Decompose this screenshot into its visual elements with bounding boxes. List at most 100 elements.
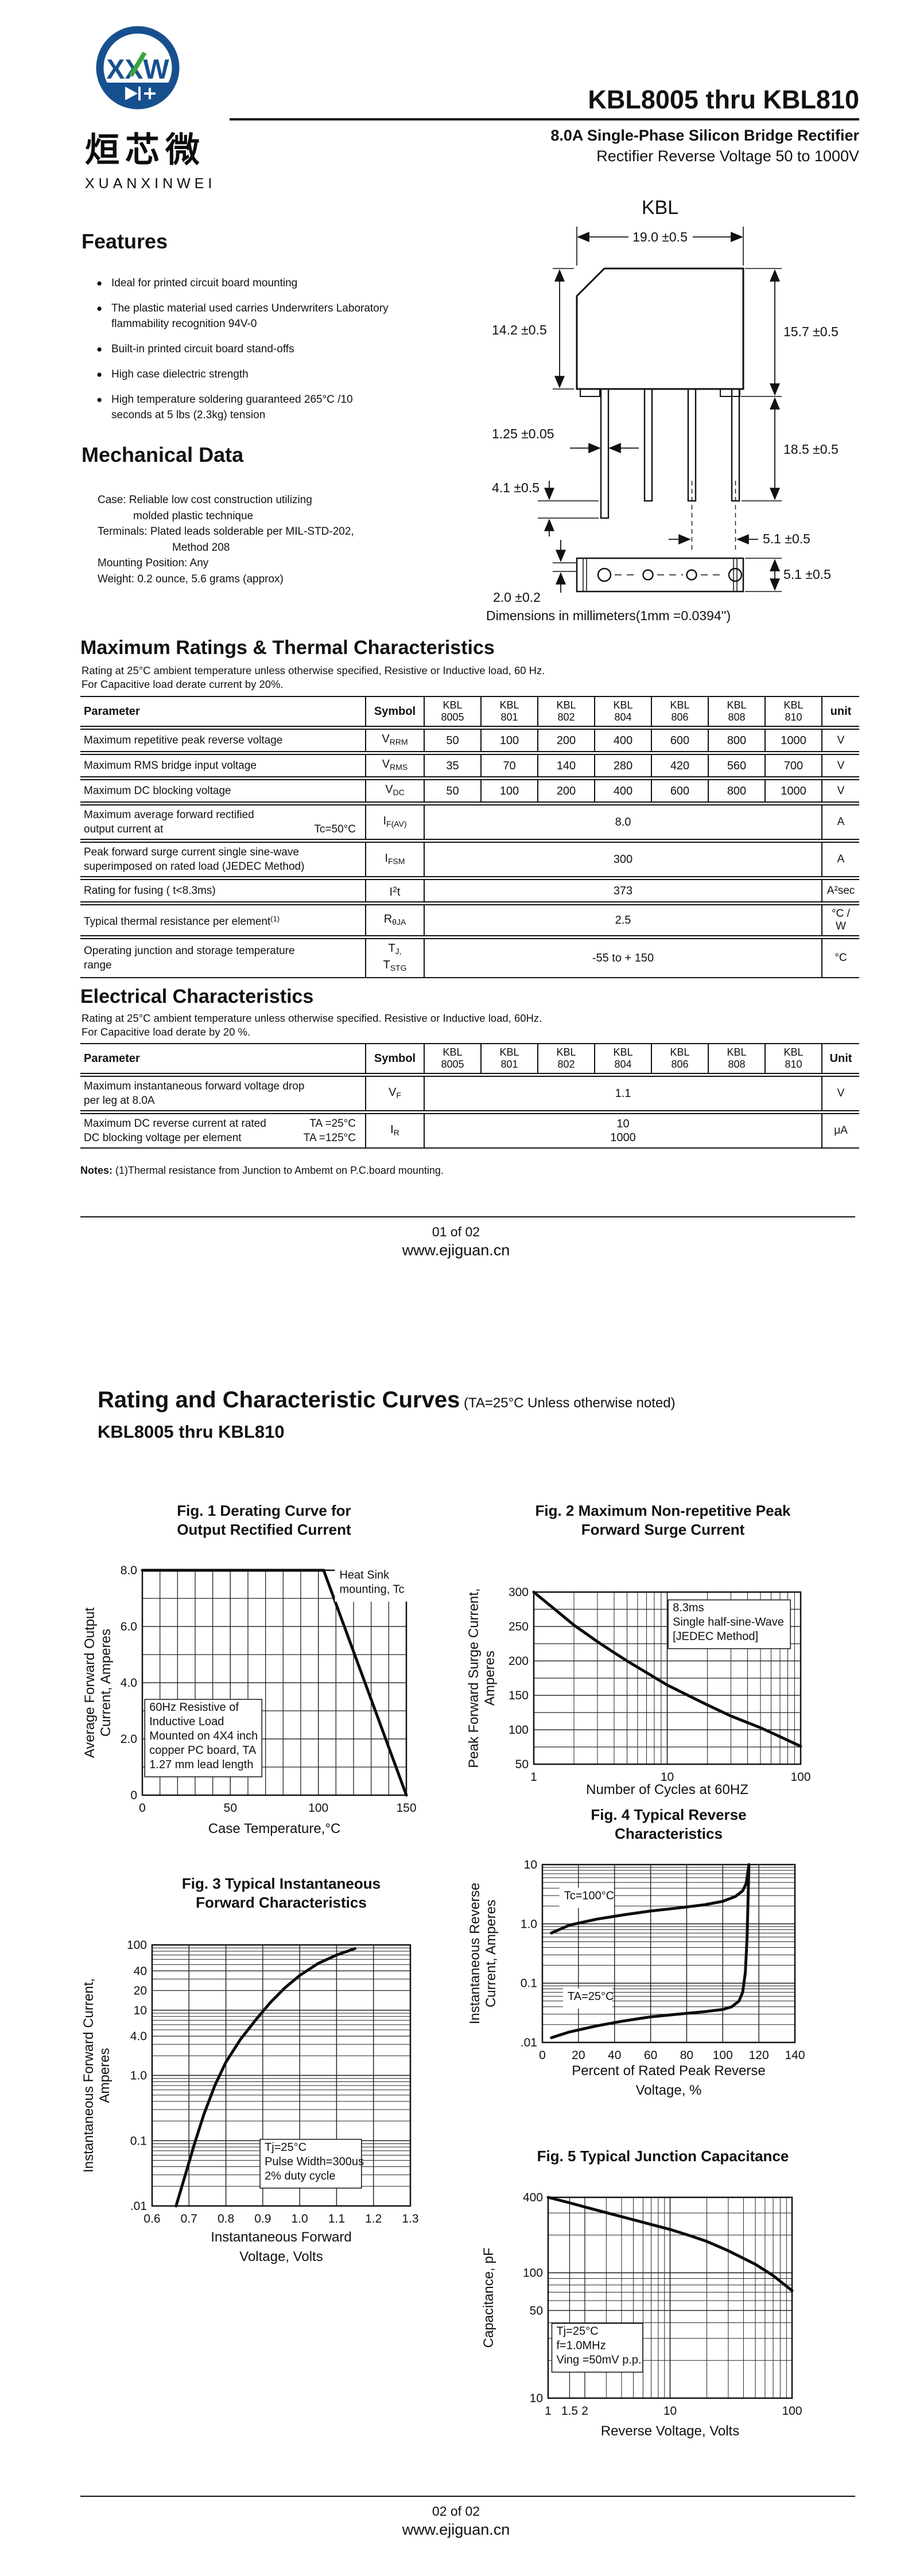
logo-green-accent: [129, 51, 147, 77]
svg-text:Instantaneous Forward Current,: Instantaneous Forward Current,: [81, 1978, 96, 2173]
feature-line: Ideal for printed circuit board mounting: [111, 277, 298, 289]
x-tick-label: 1: [530, 1770, 537, 1784]
cell-symbol: TJ, TSTG: [366, 938, 425, 978]
feature-line: High case dielectric strength: [111, 368, 249, 380]
fig-title: Fig. 4 Typical Reverse: [591, 1806, 746, 1823]
y-tick-label: 200: [509, 1655, 529, 1668]
symbol-part: V: [385, 783, 393, 796]
symbol-part: R: [383, 912, 393, 925]
page-number-2: 02 of 02: [432, 2504, 480, 2519]
plot-border: [151, 1944, 412, 2207]
x-axis-label: Reverse Voltage, Volts: [601, 2423, 739, 2439]
mechanical-line: Terminals: Plated leads solderable per M…: [98, 526, 354, 538]
cell-value: 1000: [766, 729, 822, 752]
y-tick-label: 2.0: [121, 1733, 137, 1746]
feature-text: Built-in printed circuit board stand-off…: [111, 341, 294, 357]
dim-pitch: 5.1 ±0.5: [763, 531, 810, 546]
x-tick-label: 80: [680, 2049, 693, 2062]
doc-subtitle: 8.0A Single-Phase Silicon Bridge Rectifi…: [550, 127, 859, 144]
y-tick-label: 50: [515, 1758, 529, 1771]
cell-value: 800: [709, 729, 766, 752]
annotation-box: [563, 1989, 612, 2009]
cell-symbol: IFSM: [366, 842, 425, 877]
cell-symbol: IR: [366, 1113, 425, 1149]
y-tick-label: .01: [521, 2036, 537, 2049]
svg-text:Peak Forward Surge Current,: Peak Forward Surge Current,: [466, 1588, 482, 1768]
electrical-cond2: For Capacitive load derate by 20 %.: [82, 1026, 251, 1038]
fig-title: Characteristics: [615, 1825, 723, 1842]
cell-parameter: Operating junction and storage temperatu…: [80, 938, 366, 978]
curves-heading-text: Rating and Characteristic Curves: [98, 1387, 460, 1412]
x-tick-label: 0.6: [143, 2212, 160, 2225]
mechanical-line: molded plastic technique: [133, 509, 254, 522]
symbol-part: STG: [390, 963, 407, 972]
column-header-model: KBL 801: [482, 1043, 538, 1074]
package-diagram: KBL 19.0 ±0.5 14.2 ±0.5: [485, 191, 864, 628]
y-tick-label: 6.0: [121, 1620, 137, 1633]
table-row: Typical thermal resistance per element(1…: [80, 904, 859, 936]
symbol-part: FSM: [388, 856, 405, 866]
curve-cj: [546, 2196, 794, 2293]
symbol-part: I: [389, 886, 393, 898]
symbol-part: V: [382, 758, 390, 771]
y-tick-label: 20: [134, 1984, 147, 1998]
cell-value: 280: [595, 754, 652, 777]
curve-TA=25°C: [550, 1863, 751, 2040]
column-header-model: KBL 802: [538, 1043, 595, 1074]
table-row: Maximum average forward rectified output …: [80, 804, 859, 840]
cell-unit: °C / W: [822, 904, 859, 936]
package-name: KBL: [642, 197, 678, 219]
dim-lead-length: 18.5 ±0.5: [783, 442, 839, 457]
cell-symbol: IF(AV): [366, 804, 425, 840]
symbol-part: I: [383, 814, 387, 827]
y-tick-label: 400: [523, 2191, 543, 2204]
cell-unit: V: [822, 754, 859, 777]
x-tick-label: 1.5: [561, 2404, 578, 2418]
bullet-icon: ●: [96, 394, 103, 405]
annotation-text: f=1.0MHz: [556, 2340, 606, 2352]
table-row: Maximum RMS bridge input voltage VRMS 35 70…: [80, 754, 859, 777]
x-tick-label: 100: [790, 1770, 810, 1784]
annotation-text: 2% duty cycle: [265, 2170, 335, 2182]
y-tick-label: 100: [523, 2267, 543, 2280]
cell-unit: A²sec: [822, 879, 859, 902]
table-row: Rating for fusing ( t<8.3ms) I2t 373 A²sec: [80, 879, 859, 902]
electrical-table: Parameter Symbol KBL 8005 KBL 801 KBL 802 KBL 804…: [80, 1041, 859, 1150]
table-row: Maximum DC blocking voltage VDC 50 100 200 40…: [80, 779, 859, 803]
cell-unit: V: [822, 779, 859, 803]
table-row: Maximum DC reverse current at rated TA =2…: [80, 1113, 859, 1149]
y-tick-label: 4.0: [130, 2030, 147, 2043]
cell-value: 200: [538, 779, 595, 803]
annotation-text: 8.3ms: [673, 1602, 704, 1614]
features-list: ● Ideal for printed circuit board mountin…: [96, 275, 492, 433]
column-header-parameter: Parameter: [80, 696, 366, 727]
feature-text: The plastic material used carries Underw…: [111, 301, 389, 332]
table-row: Operating junction and storage temperatu…: [80, 938, 859, 978]
cell-value: 600: [652, 779, 709, 803]
y-tick-label: 0.1: [521, 1977, 537, 1990]
fig-title: Forward Characteristics: [196, 1894, 367, 1911]
x-tick-label: 0: [539, 2049, 546, 2062]
annotation-text: [JEDEC Method]: [673, 1631, 758, 1643]
annotation-box: [144, 1699, 263, 1777]
cell-parameter: Maximum repetitive peak reverse voltage: [80, 729, 366, 752]
symbol-part: I: [385, 851, 388, 865]
y-tick-label: 100: [509, 1723, 529, 1737]
y-tick-label: 250: [509, 1620, 529, 1633]
column-header-model: KBL 8005: [425, 1043, 482, 1074]
logo-mark: XXW: [96, 26, 180, 110]
feature-text: Ideal for printed circuit board mounting: [111, 275, 297, 291]
cell-symbol: I2t: [366, 879, 425, 902]
bullet-icon: ●: [96, 278, 103, 289]
x-tick-label: 60: [644, 2049, 657, 2062]
x-tick-label: 1.2: [365, 2212, 382, 2225]
x-tick-label: 0.8: [218, 2212, 234, 2225]
fig-title: Fig. 3 Typical Instantaneous: [182, 1875, 381, 1892]
doc-title: KBL8005 thru KBL810: [588, 85, 859, 114]
svg-text:Instantaneous Reverse: Instantaneous Reverse: [467, 1883, 483, 2025]
y-axis-label: Capacitance, pF: [481, 2248, 496, 2348]
dim-bottom-thickness: 2.0 ±0.2: [493, 590, 541, 605]
annotation-text: 60Hz Resistive of: [149, 1701, 239, 1714]
x-axis-label: Voltage, %: [636, 2083, 702, 2098]
package-body: [576, 267, 744, 390]
